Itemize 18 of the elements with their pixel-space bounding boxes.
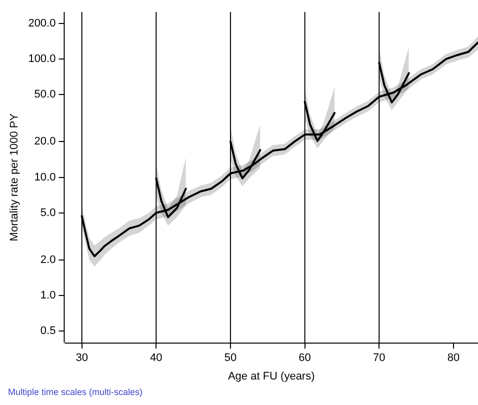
y-tick-label: 50.0 — [34, 88, 56, 101]
y-axis-title: Mortality rate per 1000 PY — [8, 112, 21, 242]
x-tick-label: 60 — [298, 352, 311, 364]
y-tick-label: 10.0 — [34, 171, 56, 184]
y-tick-label: 5.0 — [40, 206, 56, 219]
y-tick-label: 20.0 — [34, 136, 56, 148]
y-tick-label: 1.0 — [40, 290, 56, 302]
x-tick-label: 30 — [76, 352, 88, 364]
x-tick-label: 50 — [224, 352, 237, 364]
y-tick-label: 0.5 — [40, 325, 56, 338]
x-tick-label: 70 — [373, 352, 386, 364]
text: Multiple time scales (multi-scales) — [8, 387, 143, 397]
x-tick-label: 80 — [447, 352, 460, 364]
y-tick-label: 100.0 — [28, 53, 56, 66]
y-tick-label: 200.0 — [28, 17, 56, 30]
x-tick-label: 40 — [150, 352, 162, 364]
y-tick-label: 2.0 — [40, 254, 56, 266]
x-axis-title: Age at FU (years) — [228, 370, 315, 382]
